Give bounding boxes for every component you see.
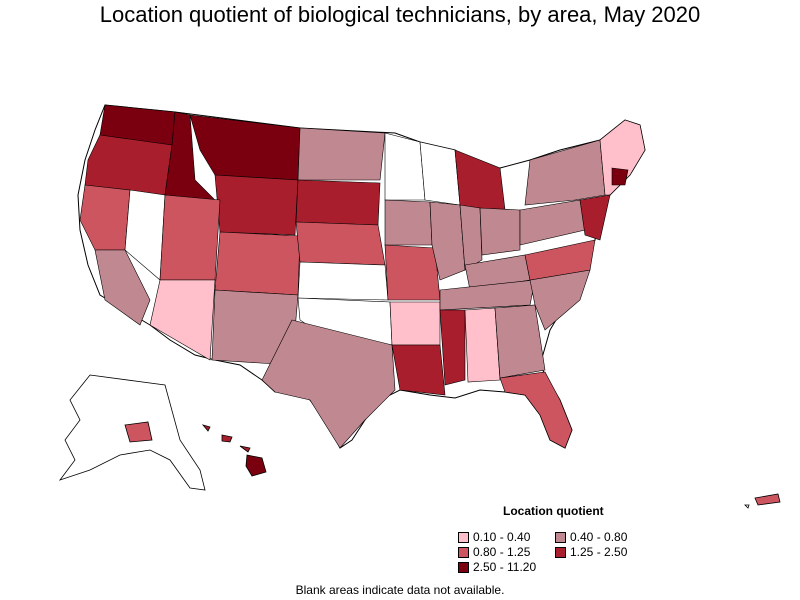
region-ohio (479, 207, 521, 256)
region-tennessee (439, 279, 536, 311)
region-texas (261, 319, 396, 449)
region-north-dakota (297, 127, 386, 181)
region-utah (159, 194, 221, 281)
region-maryland-nj (579, 194, 611, 241)
puerto-rico (744, 493, 781, 509)
region-arizona (149, 279, 216, 361)
region-wisconsin (419, 141, 461, 206)
region-big-island (245, 454, 267, 477)
legend-label: 2.50 - 11.20 (473, 560, 537, 574)
region-indiana (459, 204, 483, 271)
region-fills (79, 104, 646, 449)
region-arkansas (389, 301, 441, 346)
map-title: Location quotient of biological technici… (99, 2, 701, 27)
legend-item-2: 0.40 - 0.80 (555, 530, 627, 544)
footnote: Blank areas indicate data not available. (295, 583, 505, 597)
legend-swatch (555, 531, 566, 543)
region-south-dakota (295, 179, 381, 226)
region-boston (611, 167, 629, 186)
legend-label: 0.80 - 1.25 (473, 545, 531, 559)
legend-swatch (555, 546, 566, 558)
legend-swatch (458, 561, 469, 573)
region-mississippi (439, 309, 466, 386)
region-virginia (524, 239, 596, 281)
region-nebraska (295, 221, 386, 266)
legend-item-1: 0.10 - 0.40 (458, 530, 530, 544)
region-missouri (384, 244, 441, 301)
region-kansas (297, 261, 389, 301)
region-new-york (524, 139, 606, 206)
legend-label: 1.25 - 2.50 (570, 545, 628, 559)
region-iowa (384, 199, 433, 246)
legend-label: 0.10 - 0.40 (473, 530, 531, 544)
region-georgia (494, 304, 546, 379)
region-oregon (84, 134, 173, 196)
legend-swatch (458, 546, 469, 558)
region-louisiana (391, 344, 446, 396)
region-wyoming (214, 174, 299, 236)
region-new-england (599, 119, 646, 196)
region-michigan (454, 149, 506, 211)
region-illinois (429, 201, 466, 281)
legend-item-3: 0.80 - 1.25 (458, 545, 530, 559)
region-anchorage (124, 421, 153, 443)
region-alabama (464, 307, 501, 383)
hawaii (201, 424, 267, 477)
legend-swatch (458, 531, 469, 543)
legend-item-5: 2.50 - 11.20 (458, 560, 536, 574)
region-south-california (94, 249, 151, 326)
legend-item-4: 1.25 - 2.50 (555, 545, 627, 559)
region-colorado (214, 231, 301, 296)
region-florida (499, 371, 573, 449)
legend-title: Location quotient (503, 504, 604, 518)
legend-label: 0.40 - 0.80 (570, 530, 628, 544)
alaska (58, 374, 206, 491)
region-minnesota (384, 132, 426, 201)
